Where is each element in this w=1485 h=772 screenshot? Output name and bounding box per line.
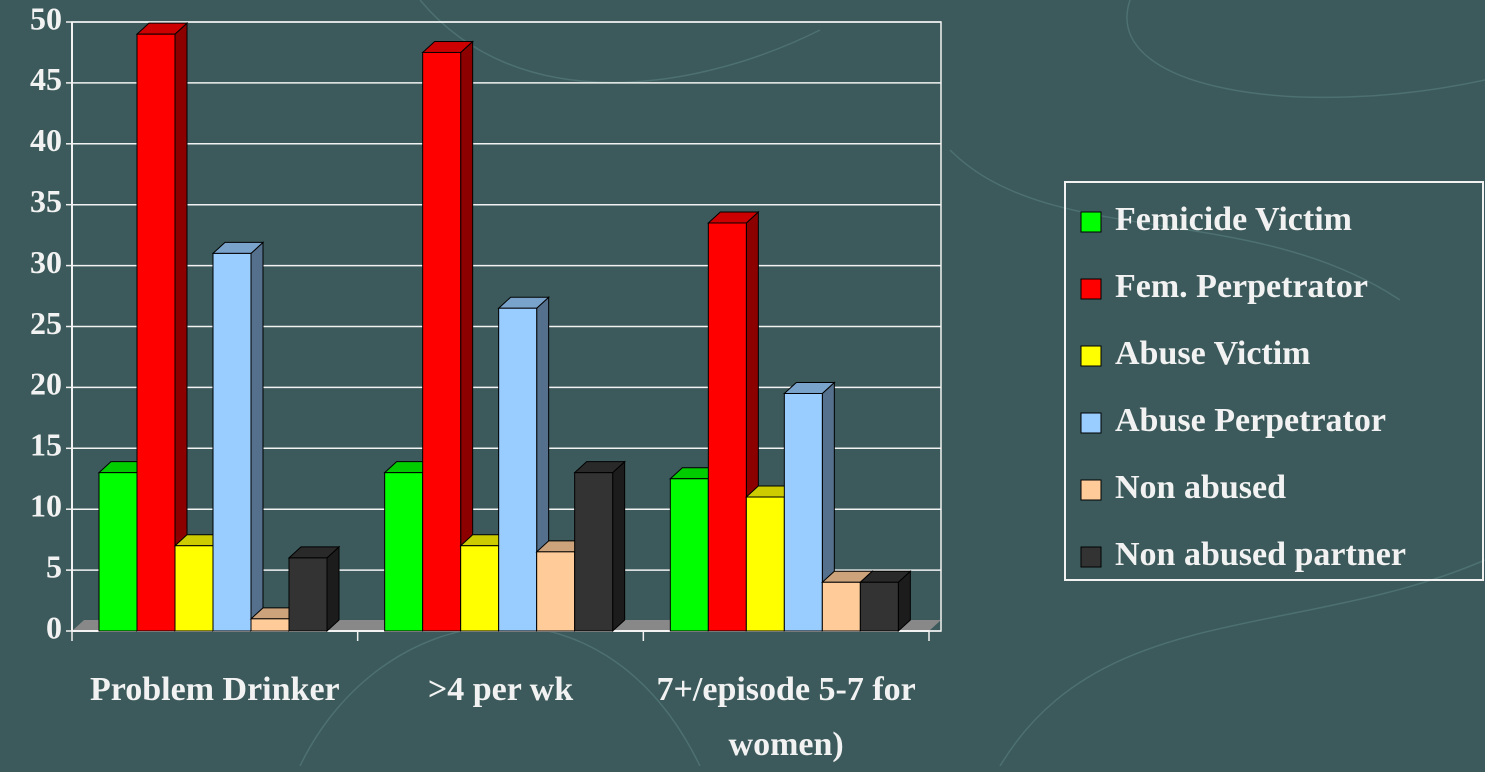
bar-side (250, 241, 264, 633)
bar-front (783, 392, 823, 632)
legend-label: Abuse Victim (1115, 335, 1311, 372)
bar (573, 460, 626, 633)
y-tick-label: 5 (46, 548, 62, 584)
y-tick-label: 40 (30, 122, 62, 158)
bar (287, 545, 341, 633)
bar-front (174, 545, 214, 632)
legend-swatch (1080, 546, 1102, 568)
bar-front (859, 581, 899, 632)
bar-front (98, 472, 138, 632)
legend-swatch (1080, 278, 1102, 300)
y-tick-label: 25 (30, 305, 62, 341)
legend-label: Abuse Perpetrator (1115, 402, 1386, 439)
y-tick-label: 30 (30, 244, 62, 280)
legend-box (1064, 181, 1484, 581)
legend-label: Non abused (1115, 469, 1286, 506)
bar-front (136, 33, 176, 632)
y-tick-label: 45 (30, 61, 62, 97)
legend-label: Femicide Victim (1115, 201, 1352, 238)
bar-front (707, 222, 747, 632)
bar-front (250, 618, 290, 632)
legend-swatch (1080, 479, 1102, 501)
y-tick-label: 20 (30, 366, 62, 402)
background-curves (299, 0, 1485, 766)
bar-front (460, 545, 500, 632)
y-tick-label: 50 (30, 0, 62, 36)
bar (135, 22, 189, 633)
x-tick-label: Problem Drinker (90, 671, 340, 708)
x-tick-label: >4 per wk (427, 671, 574, 708)
y-tick-label: 15 (30, 427, 62, 463)
bar-front (212, 252, 252, 632)
legend-swatch (1080, 211, 1102, 233)
bar-front (745, 496, 785, 632)
bar (783, 381, 836, 633)
y-tick-label: 0 (46, 609, 62, 645)
y-tick-label: 35 (30, 183, 62, 219)
bar-front (288, 557, 328, 632)
legend-label: Fem. Perpetrator (1115, 268, 1368, 305)
legend-label: Non abused partner (1115, 536, 1406, 573)
bar-front (536, 551, 576, 632)
bar-front (384, 472, 424, 632)
bar-side (612, 460, 626, 633)
bar-front (498, 307, 538, 632)
bar-side (326, 545, 340, 633)
legend-swatch (1080, 412, 1102, 434)
bar (859, 570, 912, 633)
y-tick-label: 10 (30, 488, 62, 524)
bar-front (422, 51, 462, 632)
bar-front (669, 478, 709, 632)
bar-front (821, 581, 861, 632)
bar-front (574, 472, 614, 632)
x-tick-label: 7+/episode 5-7 for women) (656, 671, 916, 763)
bar (211, 241, 265, 633)
bar (421, 40, 474, 633)
legend-swatch (1080, 345, 1102, 367)
